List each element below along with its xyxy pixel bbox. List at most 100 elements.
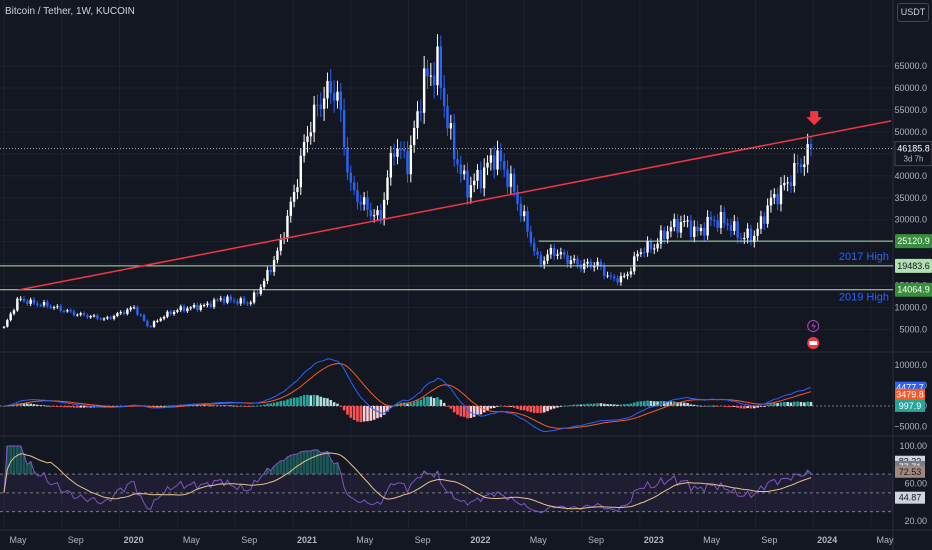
candle-body[interactable]: [122, 312, 126, 315]
candle-body[interactable]: [69, 310, 72, 312]
candle-body[interactable]: [22, 298, 26, 302]
candle-body[interactable]: [686, 220, 689, 222]
candle-body[interactable]: [136, 307, 139, 315]
candle-body[interactable]: [536, 251, 539, 255]
candle-body[interactable]: [199, 305, 202, 310]
candle-body[interactable]: [653, 248, 656, 250]
candle-body[interactable]: [86, 315, 89, 318]
candle-body[interactable]: [139, 314, 142, 316]
candle-body[interactable]: [109, 317, 112, 319]
candle-body[interactable]: [419, 111, 423, 113]
rsi-pane[interactable]: [0, 445, 893, 514]
candle-body[interactable]: [96, 315, 99, 319]
candle-body[interactable]: [519, 203, 523, 217]
candle-body[interactable]: [449, 123, 453, 129]
candle-body[interactable]: [546, 254, 549, 261]
candle-body[interactable]: [796, 162, 799, 165]
candle-body[interactable]: [276, 250, 279, 261]
candle-body[interactable]: [479, 170, 483, 189]
candle-body[interactable]: [563, 252, 566, 256]
candle-body[interactable]: [499, 150, 503, 162]
candle-body[interactable]: [526, 211, 529, 232]
candle-body[interactable]: [669, 227, 673, 232]
candle-body[interactable]: [809, 144, 813, 149]
candle-body[interactable]: [626, 274, 629, 276]
candle-body[interactable]: [716, 220, 719, 228]
candle-body[interactable]: [446, 106, 449, 129]
candle-body[interactable]: [613, 276, 616, 279]
candle-body[interactable]: [679, 222, 683, 233]
candle-body[interactable]: [102, 318, 106, 320]
candle-body[interactable]: [72, 311, 76, 316]
candle-body[interactable]: [746, 228, 749, 238]
candle-body[interactable]: [206, 303, 209, 306]
candle-body[interactable]: [472, 180, 476, 186]
candle-body[interactable]: [643, 252, 646, 254]
candle-body[interactable]: [56, 306, 59, 308]
candle-body[interactable]: [766, 205, 769, 224]
candle-body[interactable]: [19, 298, 22, 300]
candle-body[interactable]: [516, 191, 519, 204]
candle-body[interactable]: [376, 210, 379, 216]
candle-body[interactable]: [26, 301, 29, 304]
trendline[interactable]: [18, 120, 892, 291]
candle-body[interactable]: [703, 227, 706, 236]
candle-body[interactable]: [566, 255, 569, 265]
candle-body[interactable]: [196, 304, 199, 310]
candle-body[interactable]: [12, 310, 16, 314]
candle-body[interactable]: [553, 247, 556, 256]
candle-body[interactable]: [392, 153, 396, 157]
candle-body[interactable]: [32, 299, 36, 304]
candle-body[interactable]: [226, 296, 229, 303]
candle-body[interactable]: [699, 227, 703, 232]
candle-body[interactable]: [402, 149, 406, 152]
candle-body[interactable]: [186, 308, 189, 312]
candle-body[interactable]: [256, 292, 259, 294]
candle-body[interactable]: [252, 292, 256, 303]
candle-body[interactable]: [599, 261, 603, 267]
candle-body[interactable]: [509, 173, 513, 187]
candle-body[interactable]: [216, 299, 219, 301]
candle-body[interactable]: [62, 310, 66, 312]
candle-body[interactable]: [806, 144, 809, 165]
candle-body[interactable]: [412, 127, 416, 146]
candle-body[interactable]: [229, 296, 232, 301]
candle-body[interactable]: [116, 313, 119, 317]
candle-body[interactable]: [726, 223, 729, 225]
candle-body[interactable]: [319, 104, 322, 109]
candle-body[interactable]: [456, 159, 459, 165]
candle-body[interactable]: [292, 192, 296, 202]
candle-body[interactable]: [756, 228, 759, 236]
candle-body[interactable]: [736, 221, 739, 238]
candle-body[interactable]: [629, 271, 633, 275]
candle-body[interactable]: [262, 280, 266, 288]
candle-body[interactable]: [302, 142, 306, 156]
candle-body[interactable]: [786, 182, 789, 184]
candle-body[interactable]: [556, 254, 559, 256]
candle-body[interactable]: [312, 104, 316, 133]
candle-body[interactable]: [166, 311, 169, 317]
candle-body[interactable]: [156, 320, 159, 322]
candle-body[interactable]: [646, 241, 649, 253]
candle-body[interactable]: [733, 221, 736, 231]
candle-body[interactable]: [749, 228, 753, 243]
candle-body[interactable]: [539, 254, 543, 265]
candle-body[interactable]: [656, 243, 659, 249]
candle-body[interactable]: [349, 172, 352, 183]
candle-body[interactable]: [46, 302, 49, 307]
candle-body[interactable]: [29, 299, 32, 304]
candle-body[interactable]: [579, 264, 583, 270]
candle-body[interactable]: [559, 252, 563, 255]
candle-body[interactable]: [106, 317, 109, 319]
candle-body[interactable]: [369, 209, 373, 217]
candle-body[interactable]: [469, 185, 473, 198]
candle-body[interactable]: [706, 216, 709, 236]
candle-body[interactable]: [2, 326, 6, 328]
candle-body[interactable]: [299, 155, 302, 188]
candle-body[interactable]: [39, 305, 42, 307]
candle-body[interactable]: [202, 305, 206, 307]
candle-body[interactable]: [799, 164, 803, 167]
candle-body[interactable]: [82, 313, 86, 316]
candle-body[interactable]: [649, 241, 653, 249]
candle-body[interactable]: [66, 310, 69, 312]
